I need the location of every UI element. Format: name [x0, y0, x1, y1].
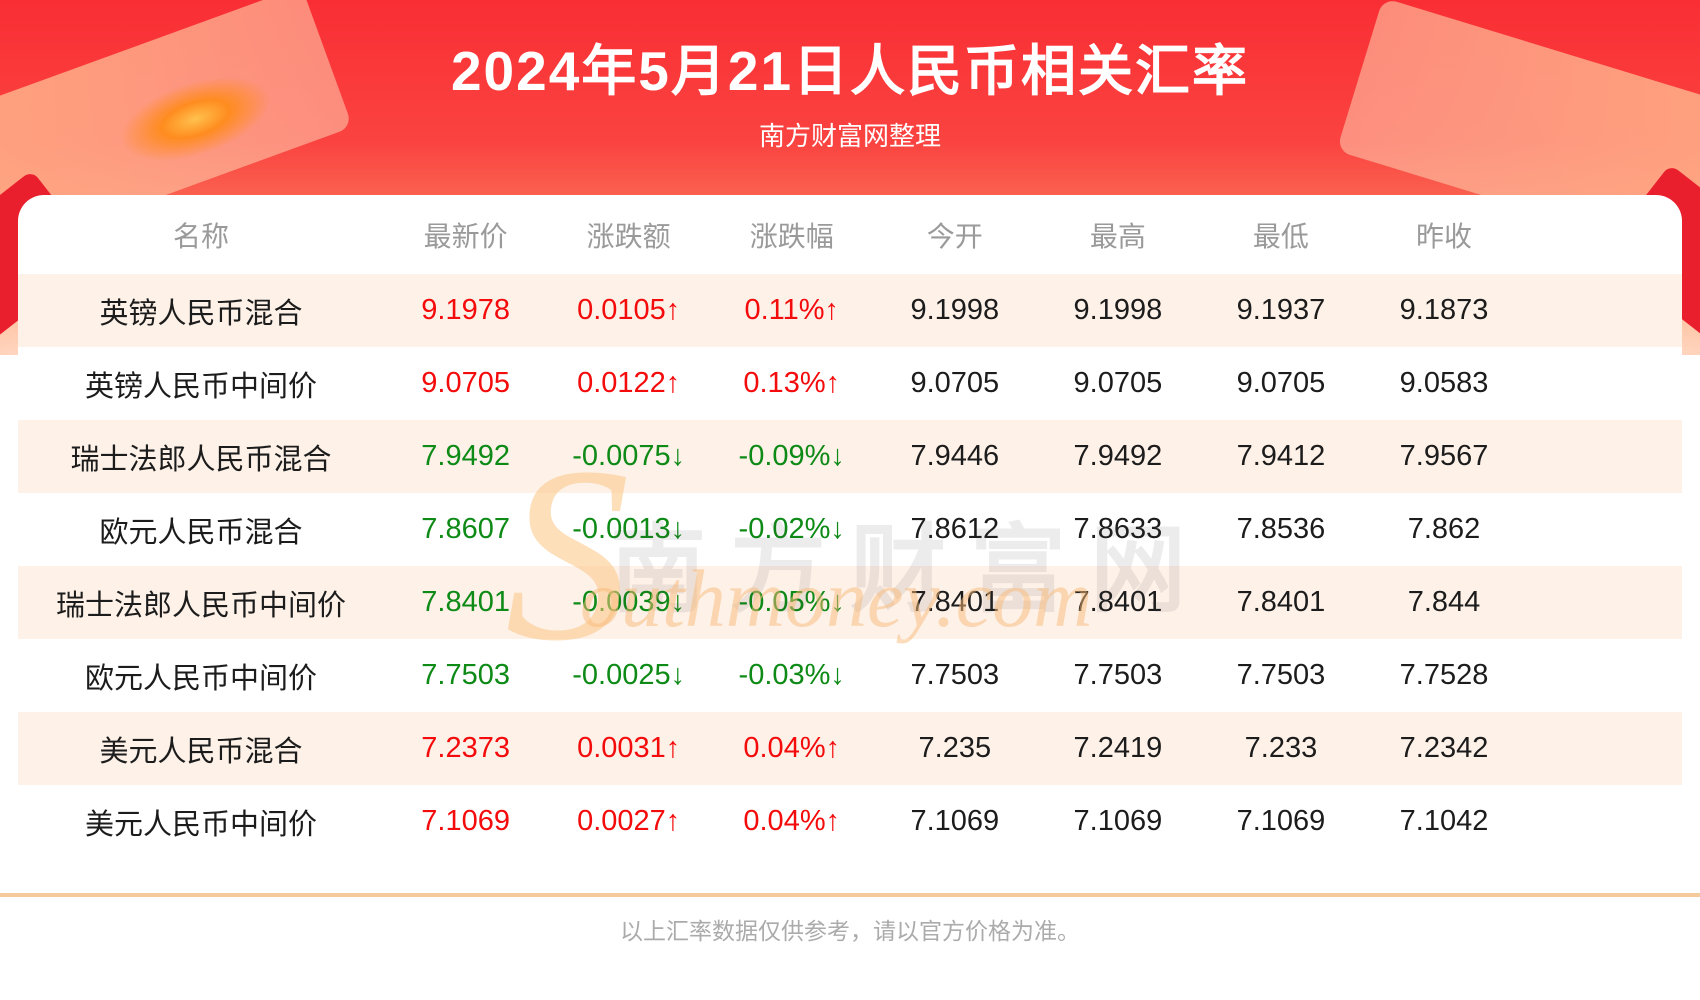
- cell-pair-name: 美元人民币混合: [99, 735, 303, 768]
- cell-open: 9.1998: [910, 294, 1000, 326]
- cell-pair-name: 欧元人民币中间价: [85, 662, 318, 695]
- cell-high: 7.8401: [1073, 586, 1163, 618]
- cell-change: -0.0025↓: [572, 659, 686, 691]
- cell-prev-close: 9.1873: [1399, 294, 1489, 326]
- cell-prev-close: 7.1042: [1399, 805, 1489, 837]
- column-header-name: 名称: [173, 220, 230, 252]
- cell-latest: 7.2373: [421, 732, 510, 764]
- cell-pair-name: 美元人民币中间价: [85, 808, 318, 841]
- table-row: 瑞士法郎人民币中间价 7.8401 -0.0039↓ -0.05%↓ 7.840…: [18, 566, 1682, 639]
- cell-open: 7.8612: [910, 513, 1000, 545]
- cell-change-pct: 0.04%↑: [743, 805, 841, 837]
- cell-prev-close: 7.844: [1407, 586, 1481, 618]
- cell-spacer: [1526, 420, 1682, 493]
- column-header-open: 今开: [926, 220, 983, 252]
- cell-open: 9.0705: [910, 367, 1000, 399]
- rate-table: 名称 最新价 涨跌额 涨跌幅 今开 最高 最低 昨收 英镑人民币混合 9.197…: [18, 195, 1682, 858]
- cell-change: -0.0039↓: [572, 586, 686, 618]
- cell-low: 7.8536: [1236, 513, 1326, 545]
- column-header-high: 最高: [1089, 220, 1146, 252]
- cell-change-pct: 0.11%↑: [744, 294, 840, 326]
- cell-prev-close: 9.0583: [1399, 367, 1489, 399]
- table-row: 美元人民币混合 7.2373 0.0031↑ 0.04%↑ 7.235 7.24…: [18, 712, 1682, 785]
- cell-prev-close: 7.9567: [1399, 440, 1489, 472]
- rate-table-body: 英镑人民币混合 9.1978 0.0105↑ 0.11%↑ 9.1998 9.1…: [18, 274, 1682, 858]
- cell-high: 7.7503: [1073, 659, 1163, 691]
- cell-pair-name: 英镑人民币中间价: [85, 370, 318, 403]
- cell-low: 9.1937: [1236, 294, 1326, 326]
- page-title: 2024年5月21日人民币相关汇率: [450, 40, 1250, 102]
- cell-low: 7.9412: [1236, 440, 1326, 472]
- cell-change-pct: -0.09%↓: [738, 440, 845, 472]
- cell-change-pct: -0.03%↓: [738, 659, 845, 691]
- column-header-change-pct: 涨跌幅: [749, 220, 834, 252]
- cell-latest: 9.0705: [421, 367, 510, 399]
- table-row: 英镑人民币混合 9.1978 0.0105↑ 0.11%↑ 9.1998 9.1…: [18, 274, 1682, 347]
- column-header-spacer: [1526, 195, 1682, 274]
- cell-spacer: [1526, 785, 1682, 858]
- table-row: 瑞士法郎人民币混合 7.9492 -0.0075↓ -0.09%↓ 7.9446…: [18, 420, 1682, 493]
- cell-low: 7.8401: [1236, 586, 1326, 618]
- cell-change-pct: 0.04%↑: [743, 732, 841, 764]
- cell-spacer: [1526, 639, 1682, 712]
- cell-pair-name: 瑞士法郎人民币混合: [70, 443, 332, 476]
- column-header-prev-close: 昨收: [1415, 220, 1472, 252]
- cell-change: 0.0105↑: [577, 294, 681, 326]
- cell-open: 7.9446: [910, 440, 1000, 472]
- cell-change-pct: -0.05%↓: [738, 586, 845, 618]
- cell-pair-name: 瑞士法郎人民币中间价: [56, 589, 347, 622]
- cell-open: 7.7503: [910, 659, 1000, 691]
- disclaimer-text: 以上汇率数据仅供参考，请以官方价格为准。: [620, 918, 1080, 944]
- cell-change-pct: 0.13%↑: [743, 367, 841, 399]
- cell-low: 7.233: [1244, 732, 1318, 764]
- cell-latest: 7.8401: [421, 586, 510, 618]
- cell-spacer: [1526, 566, 1682, 639]
- cell-high: 7.8633: [1073, 513, 1163, 545]
- table-row: 美元人民币中间价 7.1069 0.0027↑ 0.04%↑ 7.1069 7.…: [18, 785, 1682, 858]
- cell-high: 7.9492: [1073, 440, 1163, 472]
- column-header-change: 涨跌额: [586, 220, 671, 252]
- cell-pair-name: 英镑人民币混合: [99, 297, 303, 330]
- column-header-latest: 最新价: [423, 220, 508, 252]
- cell-spacer: [1526, 493, 1682, 566]
- table-header-row: 名称 最新价 涨跌额 涨跌幅 今开 最高 最低 昨收: [18, 195, 1682, 274]
- cell-open: 7.235: [918, 732, 992, 764]
- cell-prev-close: 7.2342: [1399, 732, 1489, 764]
- cell-latest: 7.7503: [421, 659, 510, 691]
- cell-latest: 7.1069: [421, 805, 510, 837]
- footer-divider: [0, 893, 1700, 897]
- cell-spacer: [1526, 347, 1682, 420]
- table-row: 欧元人民币混合 7.8607 -0.0013↓ -0.02%↓ 7.8612 7…: [18, 493, 1682, 566]
- rate-table-card: 名称 最新价 涨跌额 涨跌幅 今开 最高 最低 昨收 英镑人民币混合 9.197…: [18, 195, 1682, 858]
- cell-change: -0.0013↓: [572, 513, 686, 545]
- cell-open: 7.1069: [910, 805, 1000, 837]
- page-subtitle: 南方财富网整理: [758, 121, 941, 151]
- cell-latest: 9.1978: [421, 294, 510, 326]
- cell-spacer: [1526, 274, 1682, 347]
- cell-open: 7.8401: [910, 586, 1000, 618]
- cell-prev-close: 7.7528: [1399, 659, 1489, 691]
- cell-pair-name: 欧元人民币混合: [99, 516, 303, 549]
- cell-high: 9.0705: [1073, 367, 1163, 399]
- cell-low: 7.7503: [1236, 659, 1326, 691]
- cell-high: 9.1998: [1073, 294, 1163, 326]
- cell-change-pct: -0.02%↓: [738, 513, 845, 545]
- table-row: 英镑人民币中间价 9.0705 0.0122↑ 0.13%↑ 9.0705 9.…: [18, 347, 1682, 420]
- cell-latest: 7.8607: [421, 513, 510, 545]
- cell-latest: 7.9492: [421, 440, 510, 472]
- cell-spacer: [1526, 712, 1682, 785]
- cell-change: 0.0122↑: [577, 367, 681, 399]
- column-header-low: 最低: [1252, 220, 1309, 252]
- cell-change: 0.0031↑: [577, 732, 681, 764]
- cell-low: 9.0705: [1236, 367, 1326, 399]
- table-row: 欧元人民币中间价 7.7503 -0.0025↓ -0.03%↓ 7.7503 …: [18, 639, 1682, 712]
- cell-change: -0.0075↓: [572, 440, 686, 472]
- cell-prev-close: 7.862: [1407, 513, 1481, 545]
- cell-low: 7.1069: [1236, 805, 1326, 837]
- cell-high: 7.2419: [1073, 732, 1163, 764]
- cell-change: 0.0027↑: [577, 805, 681, 837]
- cell-high: 7.1069: [1073, 805, 1163, 837]
